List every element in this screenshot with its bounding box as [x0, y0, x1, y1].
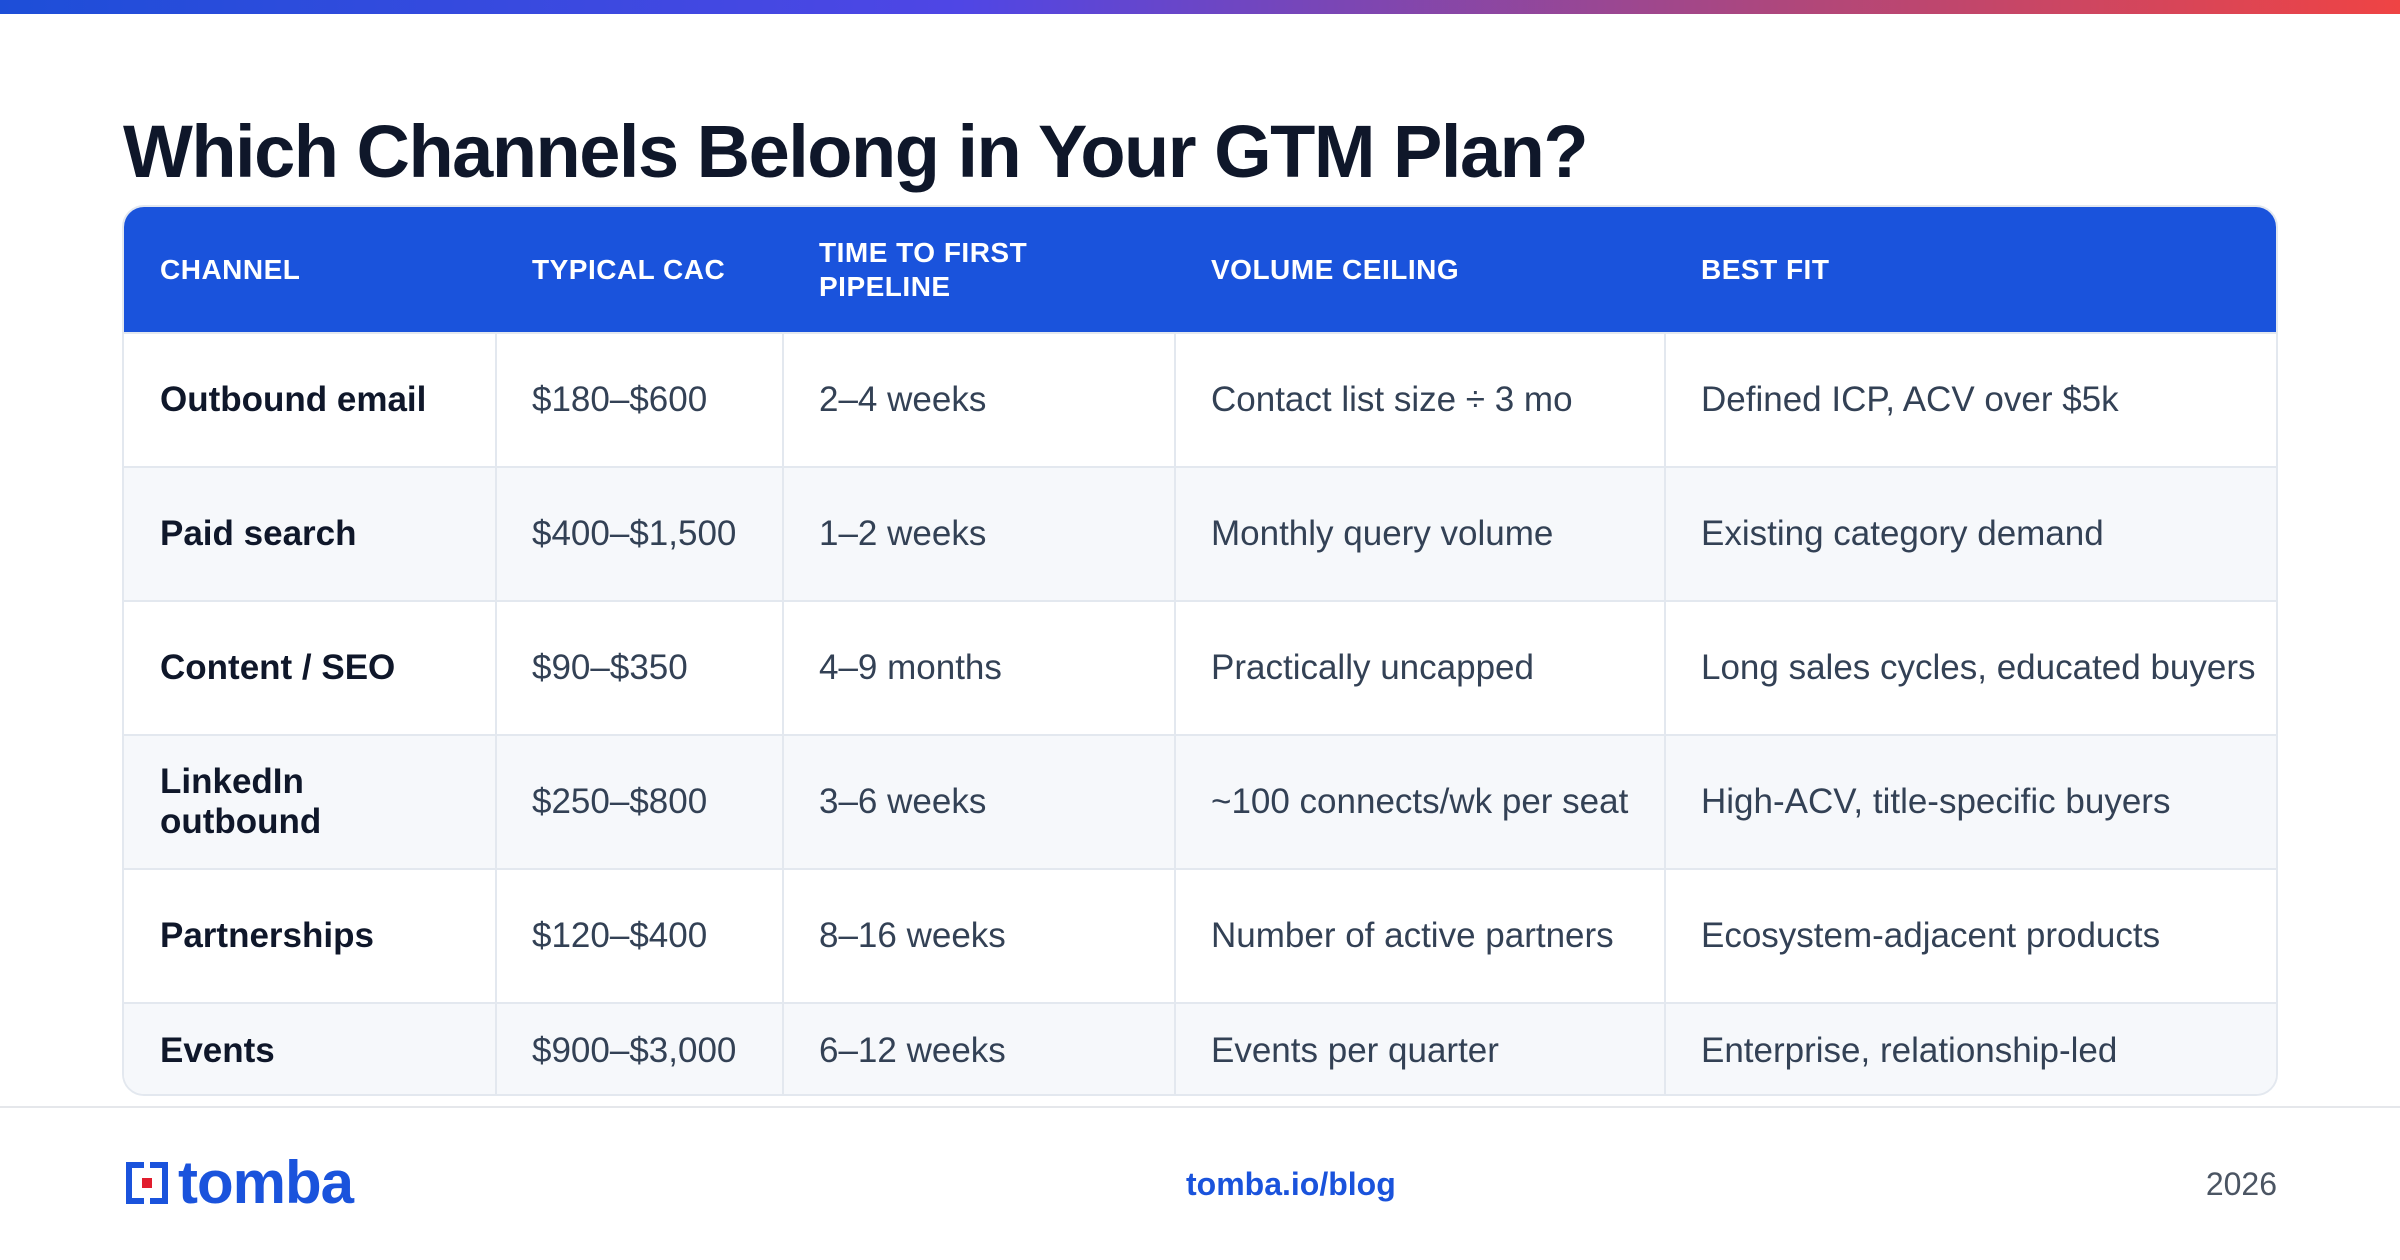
header-channel: CHANNEL [160, 253, 301, 285]
cell-cac: $400–$1,500 [532, 514, 737, 553]
column-divider [1174, 332, 1176, 1094]
cell-volume: Number of active partners [1211, 916, 1614, 955]
cell-volume: ~100 connects/wk per seat [1211, 782, 1629, 821]
cell-best-fit: High-ACV, title-specific buyers [1701, 782, 2171, 821]
header-volume-ceiling: VOLUME CEILING [1211, 253, 1460, 285]
cell-time: 2–4 weeks [819, 380, 987, 419]
cell-time: 3–6 weeks [819, 782, 987, 821]
table-row: Paid search $400–$1,500 1–2 weeks Monthl… [124, 466, 2276, 600]
table-row: Content / SEO $90–$350 4–9 months Practi… [124, 600, 2276, 734]
cell-channel: Partnerships [160, 916, 374, 955]
footer-year: 2026 [2205, 1166, 2277, 1202]
column-divider [782, 332, 784, 1094]
cell-cac: $900–$3,000 [532, 1031, 737, 1070]
cell-cac: $180–$600 [532, 380, 708, 419]
cell-channel: LinkedIn outbound [160, 762, 322, 841]
tomba-logo-icon [126, 1162, 168, 1204]
cell-time: 1–2 weeks [819, 514, 987, 553]
blog-link[interactable]: tomba.io/blog [1186, 1166, 1396, 1202]
table-row: LinkedIn outbound $250–$800 3–6 weeks ~1… [124, 734, 2276, 868]
cell-best-fit: Long sales cycles, educated buyers [1701, 648, 2256, 687]
cell-cac: $90–$350 [532, 648, 688, 687]
cell-time: 6–12 weeks [819, 1031, 1006, 1070]
cell-cac: $250–$800 [532, 782, 708, 821]
cell-time: 4–9 months [819, 648, 1002, 687]
cell-best-fit: Enterprise, relationship-led [1701, 1031, 2118, 1070]
cell-time: 8–16 weeks [819, 916, 1006, 955]
cell-volume: Practically uncapped [1211, 648, 1534, 687]
cell-volume: Events per quarter [1211, 1031, 1499, 1070]
cell-channel: Events [160, 1031, 275, 1070]
header-typical-cac: TYPICAL CAC [532, 253, 726, 285]
cell-best-fit: Existing category demand [1701, 514, 2104, 553]
footer-divider [0, 1106, 2400, 1108]
table-row: Outbound email $180–$600 2–4 weeks Conta… [124, 332, 2276, 466]
cell-volume: Contact list size ÷ 3 mo [1211, 380, 1573, 419]
column-divider [1664, 332, 1666, 1094]
cell-cac: $120–$400 [532, 916, 708, 955]
cell-best-fit: Defined ICP, ACV over $5k [1701, 380, 2119, 419]
channels-table: CHANNEL TYPICAL CAC TIME TO FIRST PIPELI… [122, 205, 2278, 1096]
page-title: Which Channels Belong in Your GTM Plan? [123, 110, 1589, 193]
logo-wordmark: tomba [178, 1149, 354, 1216]
cell-channel: Content / SEO [160, 648, 396, 687]
table-row: Partnerships $120–$400 8–16 weeks Number… [124, 868, 2276, 1002]
header-time-to-first-pipeline: TIME TO FIRST PIPELINE [819, 236, 1028, 302]
tomba-logo[interactable]: tomba [122, 1149, 354, 1216]
cell-channel: Outbound email [160, 380, 427, 419]
cell-volume: Monthly query volume [1211, 514, 1554, 553]
cell-channel: Paid search [160, 514, 357, 553]
table-row: Events $900–$3,000 6–12 weeks Events per… [124, 1002, 2276, 1094]
header-best-fit: BEST FIT [1701, 253, 1830, 285]
cell-best-fit: Ecosystem-adjacent products [1701, 916, 2161, 955]
top-gradient-bar [0, 0, 2400, 14]
table-header: CHANNEL TYPICAL CAC TIME TO FIRST PIPELI… [124, 207, 2276, 332]
column-divider [495, 332, 497, 1094]
